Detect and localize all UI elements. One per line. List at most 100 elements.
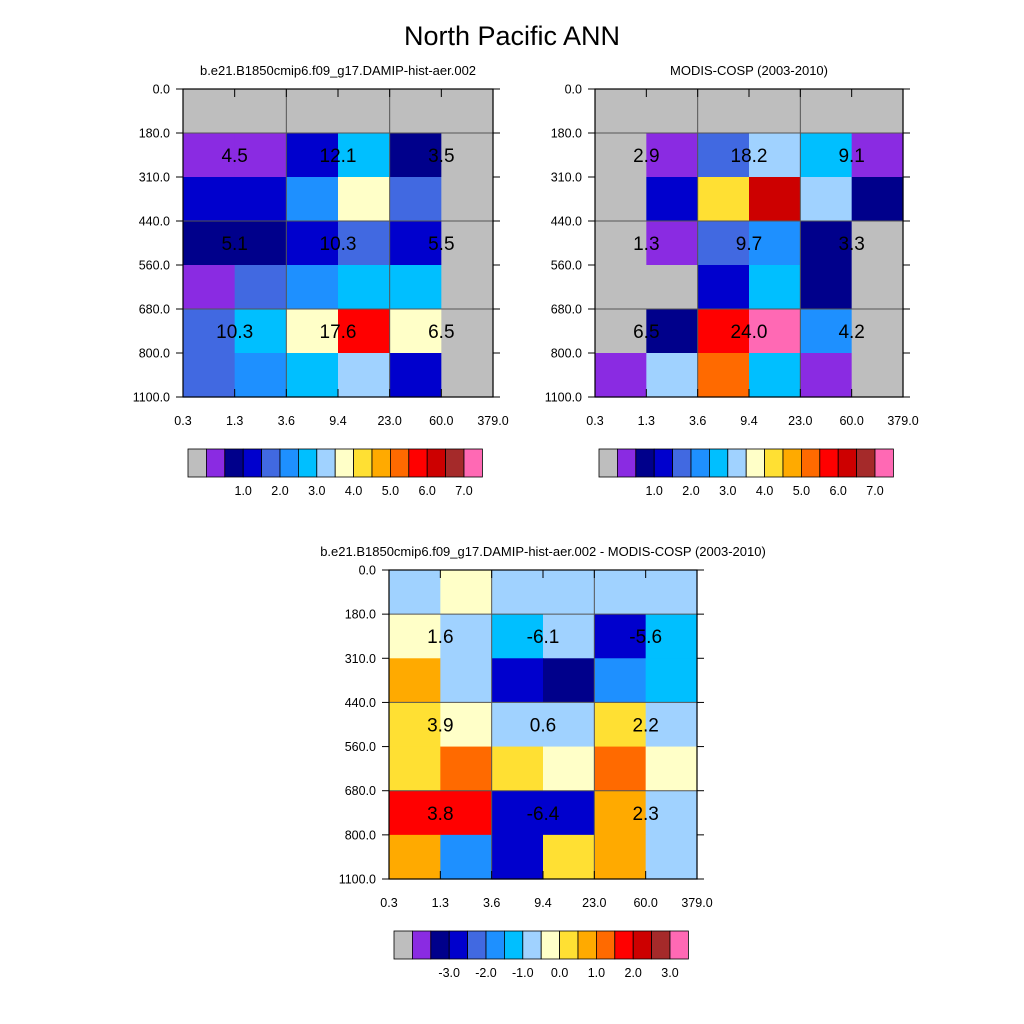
colorbar-swatch — [819, 448, 839, 478]
heatmap-cell — [491, 790, 544, 836]
colorbar-swatch — [463, 448, 483, 478]
heatmap-cell — [440, 614, 493, 659]
heatmap-cell — [389, 353, 442, 398]
heatmap-cell — [645, 658, 698, 704]
colorbar-label: 7.0 — [455, 484, 472, 498]
colorbar-swatch — [448, 930, 469, 960]
x-tick-label: 1.3 — [432, 896, 449, 910]
x-tick-label: 1.3 — [226, 414, 243, 428]
cell-value-label: 6.5 — [428, 322, 454, 343]
colorbar-label: 2.0 — [682, 484, 699, 498]
colorbar: 1.0 2.0 3.0 4.0 5.0 6.0 7.0 — [187, 448, 483, 498]
heatmap-cell — [389, 221, 442, 266]
heatmap-cell — [594, 658, 647, 704]
x-tick-label: 60.0 — [429, 414, 453, 428]
colorbar-swatch — [279, 448, 299, 478]
heatmap-cell — [389, 746, 441, 792]
colorbar-swatch — [653, 448, 674, 478]
heatmap-cell — [800, 309, 853, 354]
colorbar-swatch — [393, 930, 413, 960]
x-tick-label: 60.0 — [839, 414, 863, 428]
y-tick-label: 800.0 — [345, 828, 376, 842]
heatmap-cell — [749, 265, 801, 310]
x-tick-label: 9.4 — [534, 896, 551, 910]
heatmap-cell — [645, 570, 698, 615]
colorbar-label: 0.0 — [551, 966, 568, 980]
heatmap-cell — [183, 265, 236, 310]
heatmap-panel-3: b.e21.B1850cmip6.f09_g17.DAMIP-hist-aer.… — [320, 544, 766, 980]
heatmap-cell — [851, 89, 904, 134]
heatmap-cell — [183, 353, 236, 398]
cell-value-label: 1.3 — [633, 234, 659, 255]
heatmap-cell — [645, 790, 698, 836]
heatmap-cell — [595, 89, 647, 134]
colorbar-swatch — [745, 448, 766, 478]
heatmap-cell — [286, 265, 339, 310]
x-tick-label: 60.0 — [633, 896, 657, 910]
heatmap-cell — [800, 177, 853, 222]
heatmap-cell — [441, 133, 494, 178]
cell-value-label: 10.3 — [320, 234, 357, 255]
heatmap-cell — [286, 89, 339, 134]
colorbar-swatch — [411, 930, 432, 960]
colorbar-swatch — [242, 448, 262, 478]
colorbar-swatch — [426, 448, 447, 478]
x-tick-label: 0.3 — [380, 896, 397, 910]
heatmap-cell — [440, 746, 493, 792]
y-tick-label: 680.0 — [551, 303, 582, 317]
heatmap-cell — [697, 309, 750, 354]
heatmap-cell — [491, 570, 544, 615]
heatmap-cell — [646, 309, 699, 354]
heatmap-cell — [749, 221, 801, 266]
colorbar: 1.0 2.0 3.0 4.0 5.0 6.0 7.0 — [598, 448, 894, 498]
heatmap-cell — [183, 89, 236, 134]
heatmap-cell — [389, 309, 442, 354]
heatmap-cell — [286, 177, 339, 222]
heatmap-cell — [441, 177, 494, 222]
y-tick-label: 1100.0 — [133, 391, 170, 405]
heatmap-cell — [800, 133, 853, 178]
colorbar-swatch — [764, 448, 784, 478]
cell-value-label: 4.5 — [221, 146, 247, 167]
cell-value-label: -5.6 — [629, 627, 662, 648]
heatmap-cell — [594, 746, 647, 792]
y-tick-label: 0.0 — [153, 83, 170, 97]
heatmap-cell — [595, 265, 647, 310]
y-tick-label: 180.0 — [345, 608, 376, 622]
heatmap-cell — [543, 702, 595, 748]
y-tick-label: 440.0 — [345, 696, 376, 710]
heatmap-cell — [389, 614, 441, 659]
colorbar-label: 4.0 — [756, 484, 773, 498]
colorbar-swatch — [261, 448, 281, 478]
cell-value-label: 24.0 — [731, 322, 768, 343]
heatmap-cell — [440, 834, 493, 880]
y-tick-label: 310.0 — [551, 171, 582, 185]
y-tick-label: 180.0 — [551, 127, 582, 141]
heatmap-cell — [851, 221, 904, 266]
heatmap-cell — [183, 221, 236, 266]
colorbar-swatch — [856, 448, 876, 478]
colorbar-swatch — [316, 448, 336, 478]
colorbar-swatch — [651, 930, 671, 960]
cell-value-label: 9.1 — [838, 146, 864, 167]
heatmap-cell — [851, 353, 904, 398]
heatmap-cell — [646, 265, 699, 310]
heatmap-cell — [440, 570, 493, 615]
x-tick-label: 379.0 — [477, 414, 508, 428]
y-tick-label: 1100.0 — [545, 391, 582, 405]
heatmap-cell — [338, 353, 391, 398]
colorbar-swatch — [187, 448, 207, 478]
heatmap-cell — [338, 177, 391, 222]
x-tick-label: 23.0 — [788, 414, 812, 428]
colorbar-swatch — [353, 448, 373, 478]
colorbar-swatch — [669, 930, 689, 960]
cell-value-label: 1.6 — [427, 627, 453, 648]
cell-value-label: 0.6 — [530, 716, 556, 737]
panel-title: b.e21.B1850cmip6.f09_g17.DAMIP-hist-aer.… — [200, 63, 476, 78]
colorbar-label: 1.0 — [646, 484, 663, 498]
colorbar-swatch — [727, 448, 747, 478]
heatmap-cell — [234, 353, 287, 398]
heatmap-cell — [389, 177, 442, 222]
x-tick-label: 9.4 — [740, 414, 757, 428]
